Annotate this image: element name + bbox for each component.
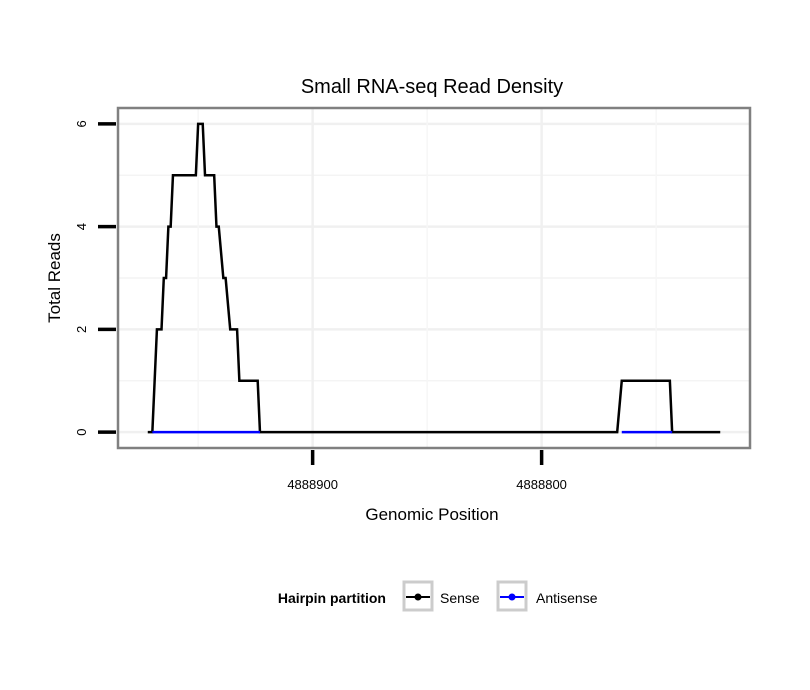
- chart-title: Small RNA-seq Read Density: [301, 76, 563, 98]
- y-tick-label: 4: [74, 223, 89, 230]
- grid: [118, 108, 750, 448]
- x-axis-label: Genomic Position: [365, 505, 498, 524]
- y-axis-label: Total Reads: [45, 233, 64, 323]
- y-tick-label: 0: [74, 428, 89, 435]
- series-line-sense: [147, 122, 721, 434]
- y-tick-label: 2: [74, 326, 89, 333]
- legend-label-sense: Sense: [440, 590, 480, 606]
- series-layer: [147, 122, 721, 434]
- legend: Hairpin partition Sense Antisense: [278, 580, 598, 612]
- plot-panel-border: [116, 106, 752, 450]
- x-tick-label: 4888900: [287, 477, 338, 492]
- legend-label-antisense: Antisense: [536, 590, 598, 606]
- legend-point-antisense: [508, 593, 516, 601]
- legend-title: Hairpin partition: [278, 590, 386, 606]
- x-tick-label: 4888800: [516, 477, 567, 492]
- legend-point-sense: [414, 593, 422, 601]
- y-tick-label: 6: [74, 120, 89, 127]
- axes: 0 2 4 6 4888900 4888800: [74, 120, 567, 492]
